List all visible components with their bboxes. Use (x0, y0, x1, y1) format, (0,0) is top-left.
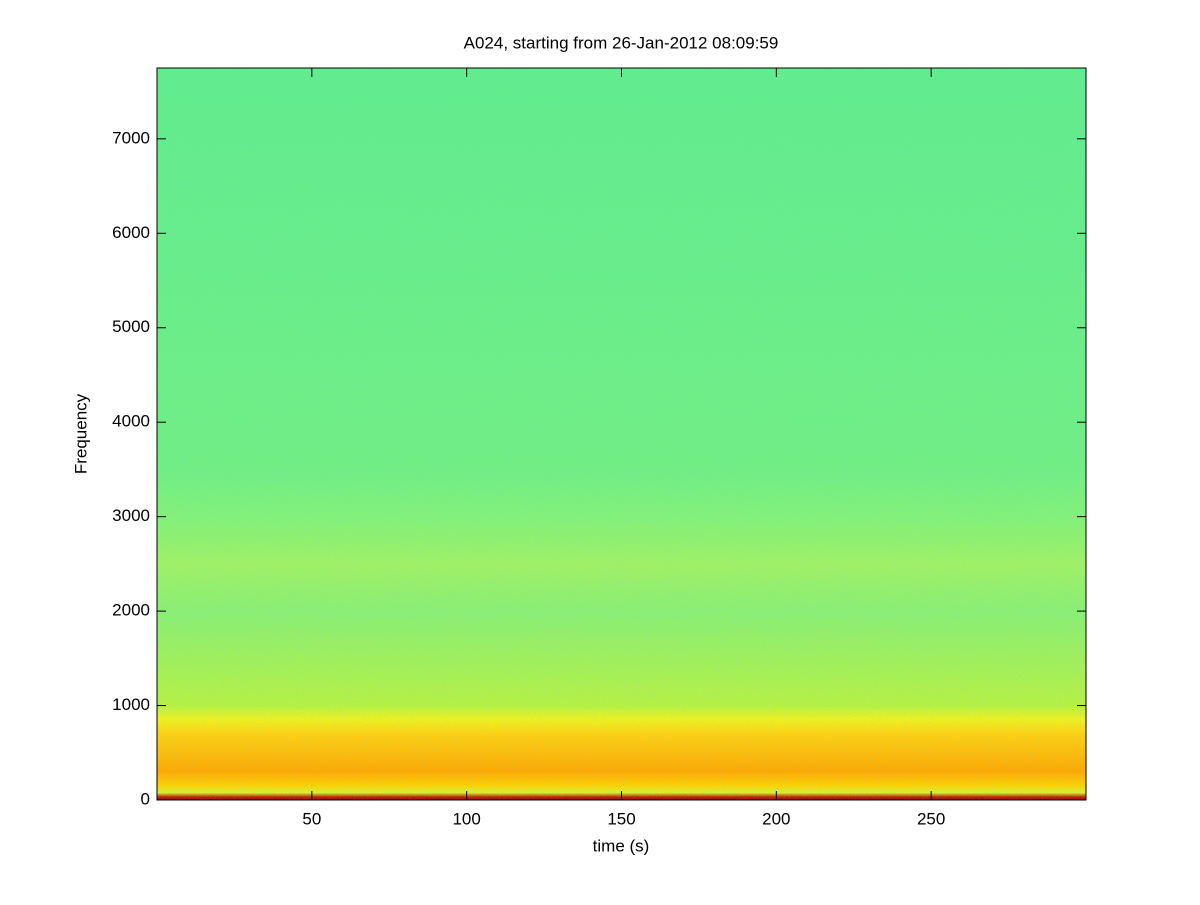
y-tick-label: 0 (141, 789, 150, 808)
x-axis-label: time (s) (593, 836, 650, 855)
y-tick-label: 3000 (112, 506, 150, 525)
x-tick-label: 250 (917, 809, 945, 828)
y-tick-label: 2000 (112, 601, 150, 620)
x-tick-label: 100 (452, 809, 480, 828)
spectrogram-noise (157, 68, 1086, 800)
chart-title: A024, starting from 26-Jan-2012 08:09:59 (464, 33, 779, 52)
y-tick-label: 5000 (112, 317, 150, 336)
x-tick-label: 200 (762, 809, 790, 828)
y-tick-label: 7000 (112, 128, 150, 147)
y-axis-label: Frequency (71, 393, 90, 474)
x-tick-label: 50 (302, 809, 321, 828)
y-tick-label: 1000 (112, 695, 150, 714)
plot-area (157, 68, 1086, 800)
x-tick-label: 150 (607, 809, 635, 828)
y-tick-label: 6000 (112, 223, 150, 242)
y-tick-label: 4000 (112, 412, 150, 431)
